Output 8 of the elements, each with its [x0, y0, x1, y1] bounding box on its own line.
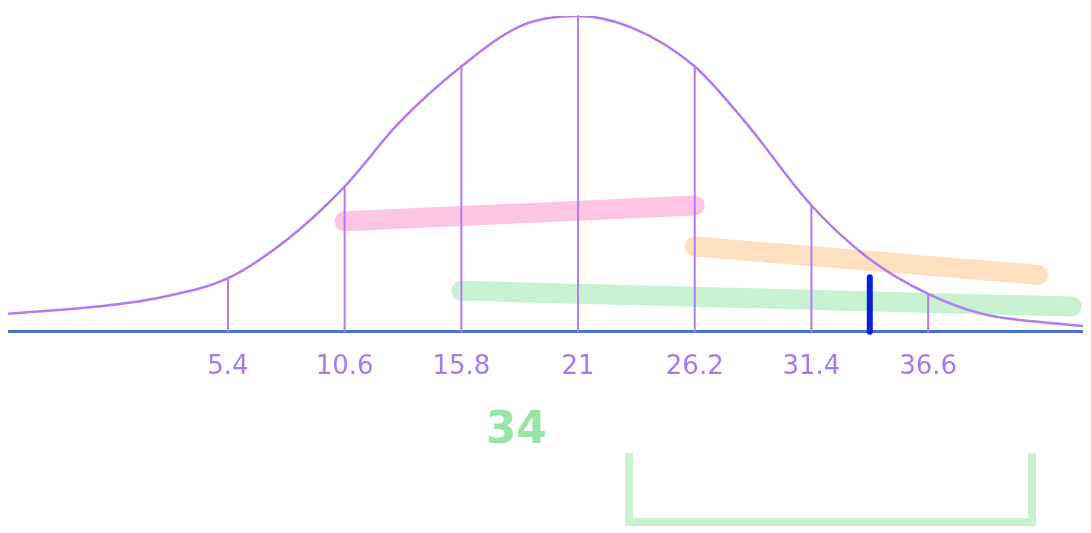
x-tick-label: 21: [561, 350, 595, 381]
x-tick-label: 36.6: [899, 350, 958, 381]
x-tick-label: 26.2: [665, 350, 724, 381]
x-tick-label: 15.8: [432, 350, 491, 381]
x-tick-label: 5.4: [207, 350, 249, 381]
x-tick-label: 10.6: [315, 350, 374, 381]
text: 34: [485, 402, 547, 454]
x-tick-label: 31.4: [782, 350, 841, 381]
